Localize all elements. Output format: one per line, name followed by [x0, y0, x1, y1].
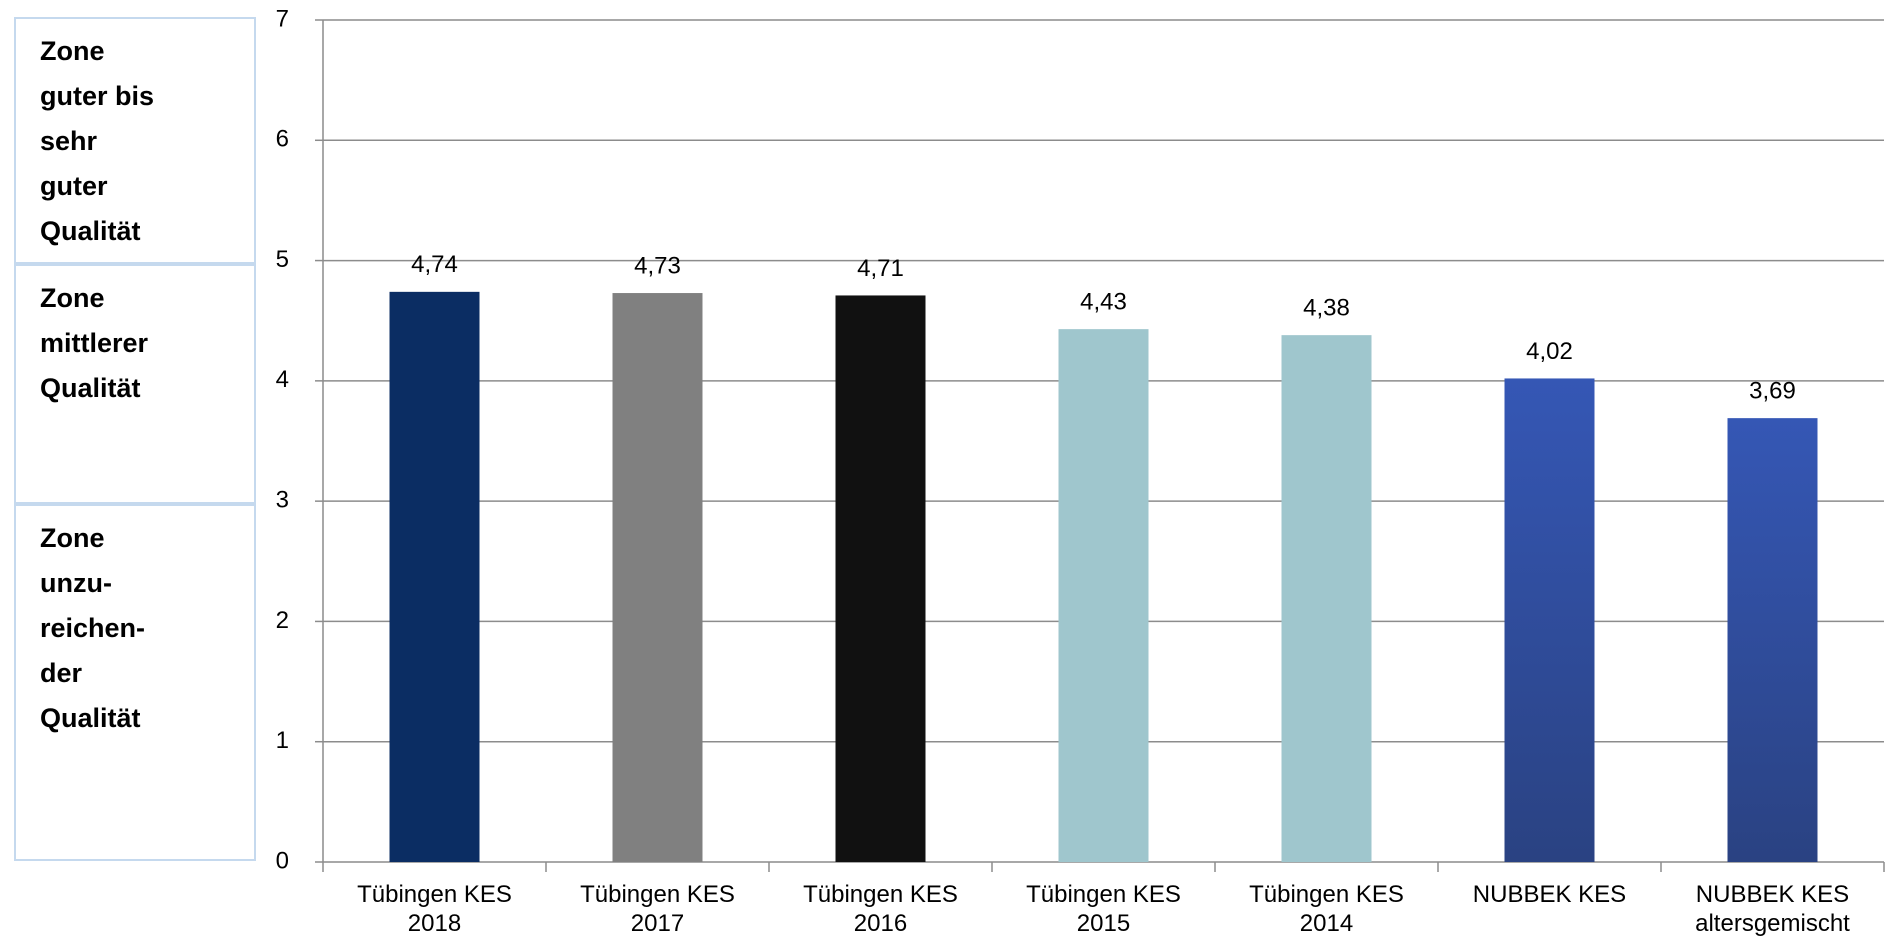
zone-label: der — [40, 658, 83, 688]
y-tick-label: 0 — [276, 847, 289, 874]
y-tick-label: 4 — [276, 366, 289, 393]
zone-label: mittlerer — [40, 328, 149, 358]
x-tick-label: NUBBEK KES altersgemischt — [1695, 881, 1850, 937]
y-tick-label: 1 — [276, 727, 289, 754]
zone-box: Zone guter bis sehr guter Qualität — [14, 17, 256, 264]
bar — [1504, 378, 1595, 862]
zone-label: Zone — [40, 523, 105, 553]
x-tick-label: NUBBEK KES — [1472, 881, 1627, 908]
zone-label: guter — [40, 171, 108, 201]
zone-label: Zone — [40, 36, 105, 66]
x-tick-label: Tübingen KES 2015 — [1026, 881, 1181, 937]
bar — [612, 293, 703, 862]
value-label: 4,74 — [411, 251, 458, 278]
x-tick-label: Tübingen KES 2017 — [580, 881, 735, 937]
bar — [389, 291, 480, 862]
value-label: 4,02 — [1526, 338, 1573, 365]
y-tick-label: 6 — [276, 126, 289, 153]
value-label: 4,71 — [857, 255, 904, 282]
bar — [835, 295, 926, 862]
y-tick-label: 7 — [276, 5, 289, 32]
value-label: 4,73 — [634, 252, 681, 279]
bar — [1058, 329, 1149, 862]
zone-box: Zone unzu-reichen-der Qualität — [14, 504, 256, 861]
y-tick-label: 2 — [276, 607, 289, 634]
x-tick-label: Tübingen KES 2014 — [1249, 881, 1404, 937]
bar — [1281, 335, 1372, 862]
zone-box: Zone mittlerer Qualität — [14, 264, 256, 504]
value-label: 4,38 — [1303, 294, 1350, 321]
zone-label: Qualität — [40, 216, 141, 246]
value-label: 4,43 — [1080, 288, 1127, 315]
x-tick-label: Tübingen KES 2018 — [357, 881, 512, 937]
zone-label: Qualität — [40, 373, 141, 403]
zone-label: guter bis — [40, 81, 155, 111]
x-tick-label: Tübingen KES 2016 — [803, 881, 958, 937]
value-label: 3,69 — [1749, 377, 1796, 404]
y-tick-label: 5 — [276, 246, 289, 273]
zone-label: Zone — [40, 283, 105, 313]
zone-label: sehr — [40, 126, 98, 156]
y-tick-label: 3 — [276, 486, 289, 513]
zone-label: reichen- — [40, 613, 146, 643]
bar — [1727, 418, 1818, 862]
zone-label: Qualität — [40, 703, 141, 733]
zone-label: unzu- — [40, 568, 112, 598]
